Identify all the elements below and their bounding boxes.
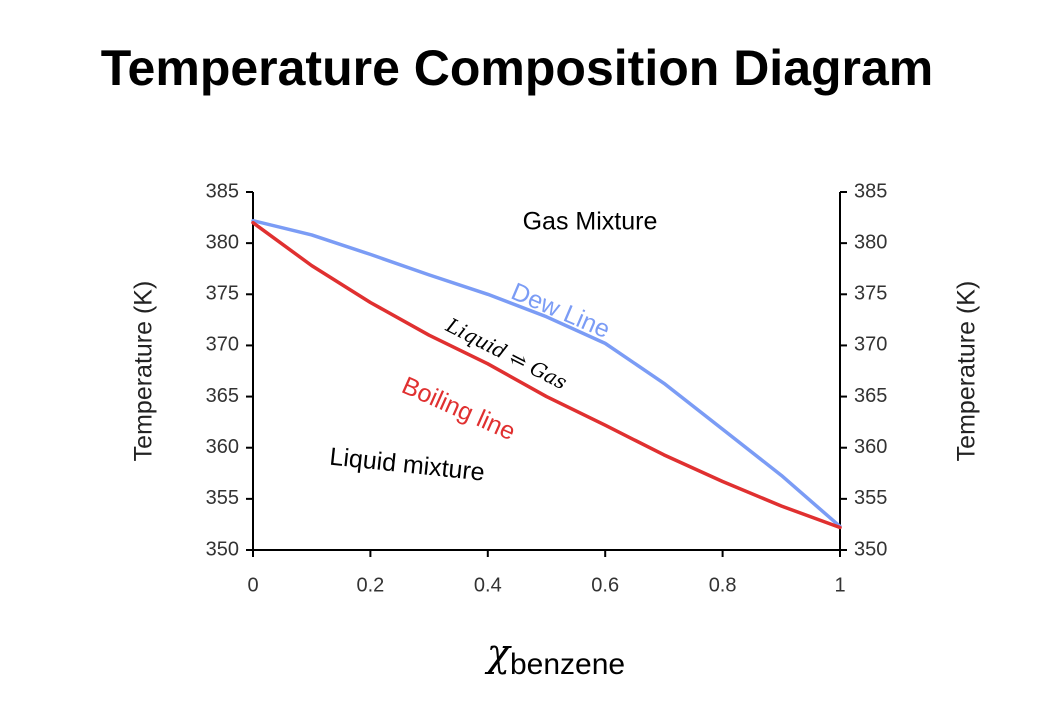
x-tick-label: 0.4 <box>474 574 502 596</box>
x-tick-label: 0.2 <box>356 574 384 596</box>
y-tick-label: 355 <box>206 487 239 509</box>
y-tick-label: 370 <box>206 334 239 356</box>
y2-tick-label: 360 <box>854 436 887 458</box>
y-tick-label: 365 <box>206 385 239 407</box>
y2-tick-label: 385 <box>854 180 887 202</box>
y2-tick-label: 380 <box>854 231 887 253</box>
x-axis-title: χbenzene <box>484 631 625 681</box>
y-tick-label: 375 <box>206 283 239 305</box>
y-tick-label: 385 <box>206 180 239 202</box>
y-tick-label: 350 <box>206 538 239 560</box>
y-axis-title: Temperature (K) <box>130 281 158 462</box>
legend-label: Boiling line <box>398 371 520 446</box>
x-axis-subscript: benzene <box>510 648 625 681</box>
y2-tick-label: 365 <box>854 385 887 407</box>
y-tick-label: 380 <box>206 231 239 253</box>
y2-tick-label: 355 <box>854 487 887 509</box>
x-tick-label: 1 <box>834 574 845 596</box>
y2-tick-label: 370 <box>854 334 887 356</box>
x-axis-symbol: χ <box>484 631 512 675</box>
x-tick-label: 0 <box>247 574 258 596</box>
series-line <box>251 218 842 529</box>
annotation: Liquid mixture <box>328 443 486 487</box>
y2-axis-title: Temperature (K) <box>953 281 981 462</box>
annotation: Gas Mixture <box>523 208 658 236</box>
series-line <box>251 220 842 530</box>
y-tick-label: 360 <box>206 436 239 458</box>
x-tick-label: 0.8 <box>709 574 737 596</box>
chart-title: Temperature Composition Diagram <box>101 40 934 96</box>
legend-label: Dew Line <box>507 277 614 344</box>
y2-tick-label: 375 <box>854 283 887 305</box>
annotation: Liquid ⇌ Gas <box>441 313 571 395</box>
y2-tick-label: 350 <box>854 538 887 560</box>
x-tick-label: 0.6 <box>591 574 619 596</box>
